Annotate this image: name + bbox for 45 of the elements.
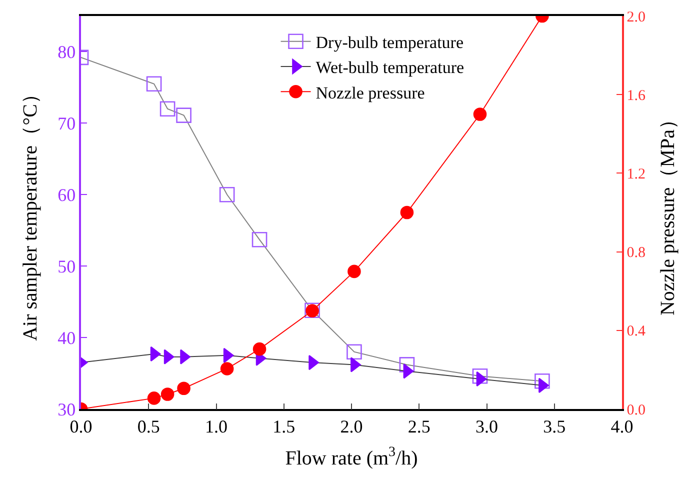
y-tick-label: 50 [58, 256, 76, 276]
y2-tick-label: 1.2 [626, 166, 646, 182]
point [472, 368, 488, 384]
y2-tick-label: 2.0 [626, 9, 646, 26]
point [164, 349, 174, 364]
y-tick-label: 40 [58, 328, 76, 348]
y2-tick-label: 0.8 [626, 245, 646, 262]
y2-tick-label: 1.6 [626, 88, 646, 104]
point [534, 373, 550, 389]
point [348, 264, 361, 278]
point [176, 108, 192, 123]
point [177, 382, 190, 396]
x-tick-label: 2.0 [340, 416, 363, 436]
y2-tick-label: 0.0 [626, 402, 646, 418]
y2-tick-label: 0.4 [626, 324, 646, 340]
point [473, 108, 487, 121]
point [400, 206, 414, 220]
x-tick-label: 3.0 [476, 416, 498, 436]
point [346, 344, 362, 360]
x-tick-label: 1.0 [205, 416, 228, 436]
legend-label: Nozzle pressure [316, 83, 425, 102]
x-tick-label: 3.5 [543, 416, 566, 436]
y-axis-title: Air sampler temperature（°C） [20, 84, 42, 341]
point [252, 342, 266, 356]
y-tick-label: 60 [58, 184, 76, 205]
x-tick-label: 4.0 [610, 416, 634, 436]
x-tick-label: 1.5 [272, 416, 296, 436]
point [146, 76, 162, 92]
x-tick-label: 2.5 [408, 416, 430, 436]
point [220, 362, 234, 376]
legend-label: Dry-bulb temperature [316, 33, 464, 52]
y-tick-label: 80 [58, 42, 76, 62]
point [399, 357, 415, 372]
point [403, 364, 414, 379]
point [160, 388, 174, 401]
point [223, 348, 234, 363]
x-tick-label: 0.5 [137, 416, 160, 436]
x-axis-title: Flow rate (m$^{3}$/h) [285, 444, 418, 470]
point [147, 392, 161, 405]
point [160, 101, 176, 117]
legend-label: Wet-bulb temperature [316, 58, 464, 78]
y2-axis-title: Nozzle pressure（MPa） [657, 109, 679, 316]
point [252, 232, 268, 248]
point [219, 186, 235, 202]
y-tick-label: 70 [58, 113, 76, 134]
